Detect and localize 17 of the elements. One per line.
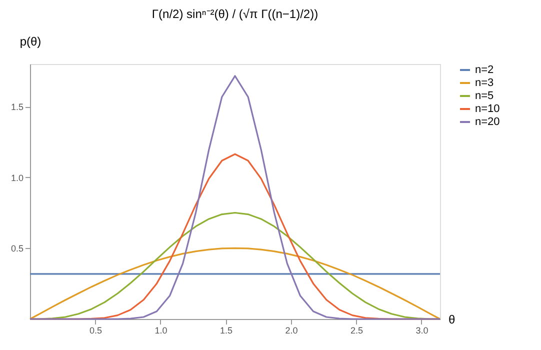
legend-label: n=20 [475,116,500,128]
legend-label: n=3 [475,77,494,89]
x-tick-label: 1.0 [154,326,168,336]
chart-title: Γ(n/2) sinⁿ⁻²(θ) / (√π Γ((n−1)/2)) [152,7,318,21]
x-axis-title: θ [448,312,456,326]
y-tick-label: 1.5 [10,102,24,112]
x-tick-label: 2.0 [285,326,298,336]
x-tick-label: 1.5 [220,326,232,336]
y-tick-label: 0.5 [10,244,24,254]
y-axis-title: p(θ) [20,34,42,48]
x-tick-label: 3.0 [416,326,428,336]
x-tick-label: 0.5 [89,326,102,336]
x-tick-label: 2.5 [350,326,363,336]
legend-label: n=10 [475,103,500,115]
legend-label: n=2 [475,64,494,76]
legend-label: n=5 [475,90,494,102]
y-tick-label: 1.0 [10,172,24,183]
